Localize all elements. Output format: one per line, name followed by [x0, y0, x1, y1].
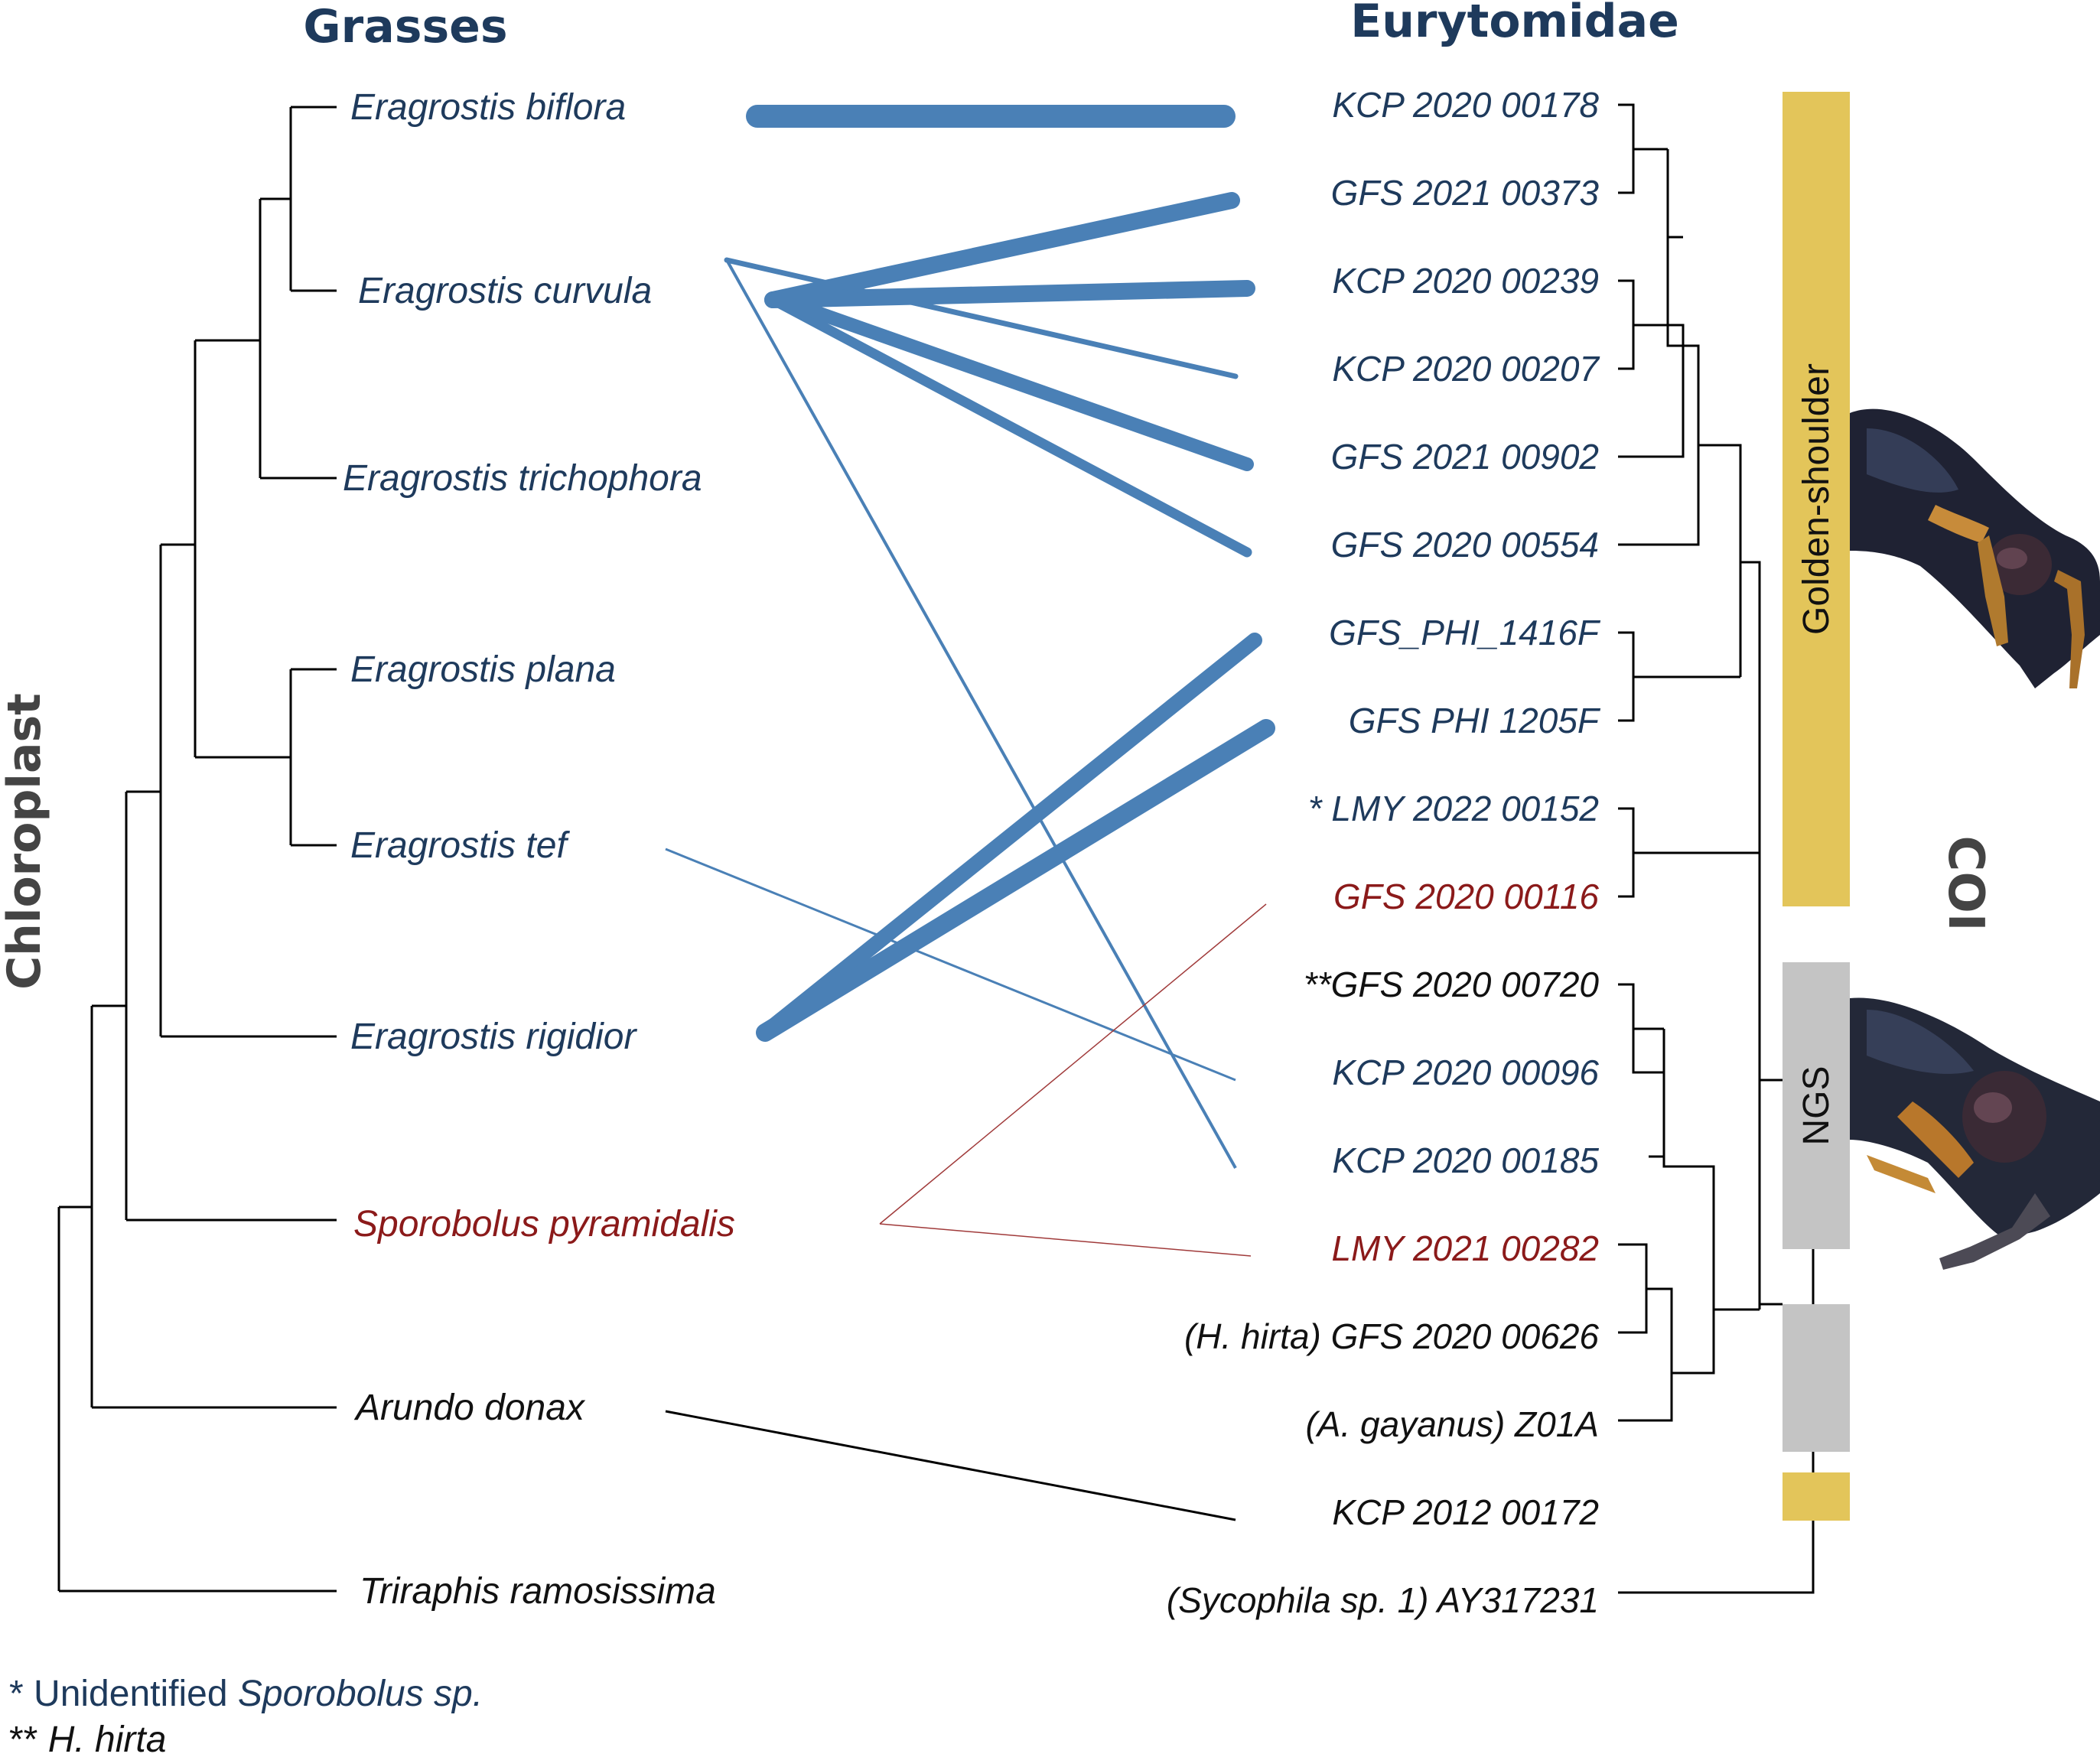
- host-association-links: [665, 105, 1275, 1521]
- grass-taxon-label: Eragrostis plana: [350, 649, 616, 690]
- association-link: [665, 1410, 1236, 1521]
- wasp-taxon-label: LMY 2021 00282: [1331, 1228, 1599, 1268]
- wasp-taxon-label: * LMY 2022 00152: [1308, 789, 1599, 828]
- grass-taxon-label: Eragrostis biflora: [350, 87, 626, 128]
- association-link: [879, 903, 1267, 1225]
- footnote-1: * Unidentified Sporobolus sp.: [9, 1674, 483, 1714]
- association-link: [767, 294, 1252, 558]
- association-link: [756, 719, 1275, 1042]
- wasp-taxa: KCP 2020 00178 GFS 2021 00373 KCP 2020 002…: [1167, 85, 1601, 1620]
- wasp-taxon-label: KCP 2020 00096: [1332, 1053, 1599, 1092]
- chloroplast-tree: [57, 106, 337, 1593]
- clade-bar: [1783, 1304, 1850, 1452]
- wasp-photo-ngs: [1850, 997, 2100, 1270]
- wasp-taxon-label: **GFS 2020 00720: [1304, 965, 1600, 1004]
- wasp-taxon-label: GFS 2021 00373: [1331, 173, 1600, 213]
- grass-taxon-label: Sporobolus pyramidalis: [353, 1204, 735, 1245]
- wasp-taxon-label: GFS_PHI_1416F: [1329, 613, 1601, 652]
- wasp-taxon-label: KCP 2020 00178: [1332, 85, 1599, 125]
- wasp-taxon-label: GFS PHI 1205F: [1349, 701, 1601, 740]
- clade-bar: [1783, 962, 1850, 1249]
- wasp-taxon-label: GFS 2020 00554: [1331, 525, 1599, 565]
- wasp-taxon-label: KCP 2020 00185: [1332, 1140, 1599, 1180]
- footnotes: * Unidentified Sporobolus sp. ** H. hirt…: [9, 1674, 483, 1757]
- clade-bars: Golden-shoulder NGS: [1783, 92, 1850, 1521]
- grasses-header: Grasses: [303, 0, 507, 54]
- wasp-taxon-label: KCP 2020 00239: [1332, 261, 1599, 301]
- association-link: [724, 257, 1239, 379]
- coi-axis-label: COI: [1937, 835, 1994, 931]
- coi-tree: [1618, 103, 1815, 1594]
- association-link: [725, 259, 1237, 1169]
- grass-taxon-label: Triraphis ramosissima: [360, 1571, 716, 1612]
- chloroplast-axis-label: Chloroplast: [0, 693, 51, 990]
- grass-taxon-label: Eragrostis rigidior: [350, 1017, 637, 1057]
- association-link: [665, 848, 1236, 1082]
- wasp-taxon-label: (H. hirta) GFS 2020 00626: [1184, 1316, 1599, 1356]
- wasp-photo-golden-shoulder: [1850, 408, 2100, 688]
- wasp-taxon-label: (Sycophila sp. 1) AY317231: [1167, 1580, 1599, 1620]
- footnote-2: ** H. hirta: [9, 1720, 166, 1757]
- clade-bar: [1783, 92, 1850, 906]
- grass-taxon-label: Eragrostis trichophora: [343, 458, 702, 499]
- association-link: [764, 280, 1255, 308]
- wasp-taxon-label: GFS 2020 00116: [1333, 877, 1599, 916]
- clade-label: NGS: [1796, 1066, 1837, 1145]
- clade-label: Golden-shoulder: [1796, 363, 1837, 635]
- association-link: [764, 192, 1240, 308]
- eurytomidae-header: Eurytomidae: [1350, 0, 1679, 48]
- wasp-taxon-label: (A. gayanus) Z01A: [1305, 1404, 1599, 1444]
- wasp-taxon-label: GFS 2021 00902: [1331, 437, 1599, 477]
- grass-taxon-label: Eragrostis tef: [350, 825, 570, 866]
- clade-bar: [1783, 1472, 1850, 1521]
- grass-taxon-label: Arundo donax: [353, 1388, 586, 1428]
- grass-taxon-label: Eragrostis curvula: [358, 271, 652, 311]
- association-link: [757, 633, 1262, 1040]
- grass-taxa: Eragrostis biflora Eragrostis curvula Erag…: [343, 87, 735, 1612]
- association-link: [770, 291, 1254, 471]
- wasp-taxon-label: KCP 2020 00207: [1332, 349, 1600, 389]
- association-link: [879, 1223, 1252, 1257]
- wasp-taxon-label: KCP 2012 00172: [1332, 1492, 1599, 1532]
